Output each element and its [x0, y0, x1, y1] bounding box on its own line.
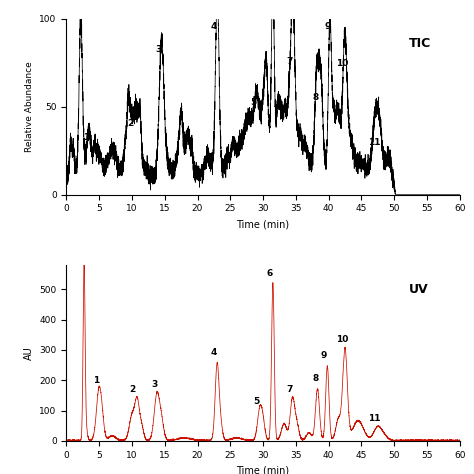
Text: 11: 11 [368, 138, 381, 147]
Y-axis label: AU: AU [24, 346, 34, 360]
Text: TIC: TIC [409, 36, 431, 50]
Text: 7: 7 [286, 385, 292, 394]
Text: 2: 2 [129, 385, 135, 394]
Text: 7: 7 [286, 57, 292, 66]
Text: 3: 3 [155, 45, 161, 54]
Text: 4: 4 [211, 347, 217, 356]
X-axis label: Time (min): Time (min) [237, 219, 290, 229]
Text: 6: 6 [266, 269, 273, 278]
Text: 5: 5 [250, 98, 256, 107]
Text: 10: 10 [336, 59, 348, 68]
Text: 3: 3 [152, 380, 158, 389]
Y-axis label: Relative Abundance: Relative Abundance [25, 62, 34, 152]
Text: 2: 2 [128, 119, 134, 128]
Text: 1: 1 [83, 133, 89, 142]
Text: 6: 6 [268, 5, 274, 14]
Text: 1: 1 [93, 376, 99, 385]
Text: 5: 5 [254, 397, 260, 406]
Text: UV: UV [409, 283, 428, 296]
Text: 8: 8 [312, 374, 319, 383]
X-axis label: Time (min): Time (min) [237, 465, 290, 474]
Text: 9: 9 [324, 22, 330, 31]
Text: 8: 8 [312, 92, 319, 101]
Text: 10: 10 [336, 336, 348, 345]
Text: 11: 11 [368, 414, 381, 423]
Text: 4: 4 [211, 22, 217, 31]
Text: 9: 9 [321, 351, 327, 360]
